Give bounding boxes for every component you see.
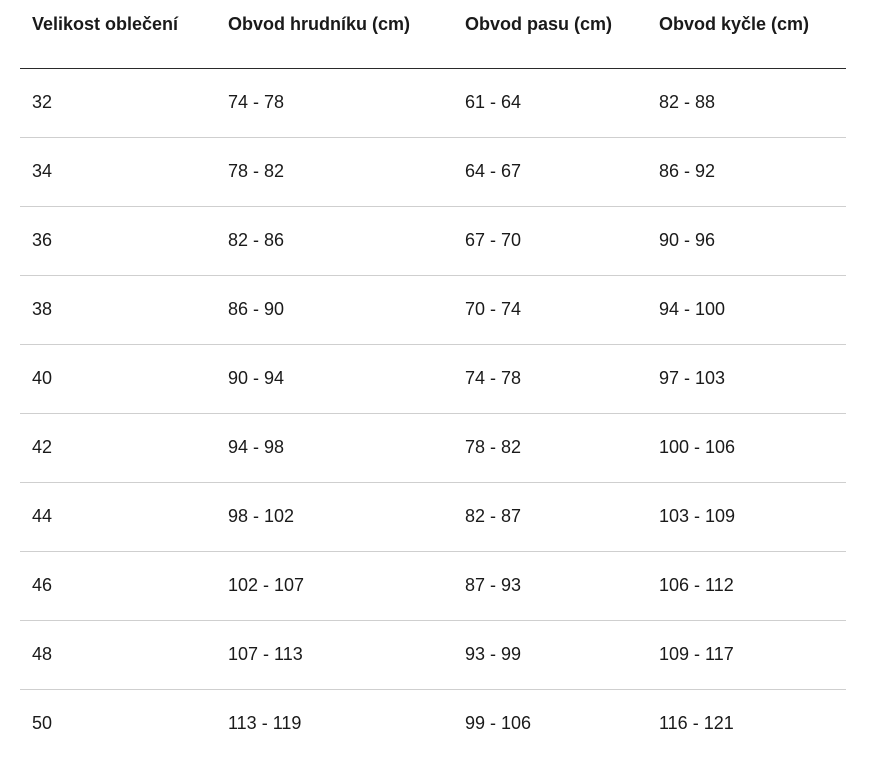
waist-cell: 74 - 78 (453, 344, 647, 414)
table-row: 40 90 - 94 74 - 78 97 - 103 (20, 344, 846, 414)
header-row: Velikost oblečení Obvod hrudníku (cm) Ob… (20, 0, 846, 69)
hips-cell: 94 - 100 (647, 275, 846, 345)
waist-cell: 67 - 70 (453, 206, 647, 276)
table-row: 48 107 - 113 93 - 99 109 - 117 (20, 620, 846, 690)
waist-cell: 82 - 87 (453, 482, 647, 552)
table-row: 44 98 - 102 82 - 87 103 - 109 (20, 482, 846, 552)
table-row: 34 78 - 82 64 - 67 86 - 92 (20, 137, 846, 207)
size-cell: 50 (32, 713, 53, 734)
size-cell: 42 (20, 413, 216, 483)
size-chart: Velikost oblečení Obvod hrudníku (cm) Ob… (20, 0, 846, 758)
header-clothing-size: Velikost oblečení (20, 0, 216, 69)
hips-cell: 100 - 106 (647, 413, 846, 483)
chest-cell: 98 - 102 (216, 482, 453, 552)
table-row: 38 86 - 90 70 - 74 94 - 100 (20, 275, 846, 345)
chest-cell: 78 - 82 (216, 137, 453, 207)
header-waist: Obvod pasu (cm) (453, 0, 647, 69)
chest-cell: 94 - 98 (216, 413, 453, 483)
waist-cell: 70 - 74 (453, 275, 647, 345)
chest-cell: 102 - 107 (216, 551, 453, 621)
size-table: Velikost oblečení Obvod hrudníku (cm) Ob… (20, 0, 846, 758)
hips-cell: 97 - 103 (647, 344, 846, 414)
waist-cell: 78 - 82 (453, 413, 647, 483)
chest-cell: 90 - 94 (216, 344, 453, 414)
waist-cell: 93 - 99 (453, 620, 647, 690)
hips-cell: 109 - 117 (647, 620, 846, 690)
size-cell: 36 (20, 206, 216, 276)
chest-cell: 107 - 113 (216, 620, 453, 690)
chest-cell: 74 - 78 (216, 68, 453, 138)
waist-cell: 99 - 106 (465, 713, 532, 734)
chest-cell: 86 - 90 (216, 275, 453, 345)
table-row: 46 102 - 107 87 - 93 106 - 112 (20, 551, 846, 621)
table-body: 32 74 - 78 61 - 64 82 - 88 34 78 - 82 64… (20, 68, 846, 758)
table-header: Velikost oblečení Obvod hrudníku (cm) Ob… (20, 0, 846, 69)
hips-cell: 82 - 88 (647, 68, 846, 138)
size-cell: 38 (20, 275, 216, 345)
size-cell: 34 (20, 137, 216, 207)
header-hips: Obvod kyčle (cm) (647, 0, 846, 69)
hips-cell: 116 - 121 (659, 713, 734, 734)
table-row: 36 82 - 86 67 - 70 90 - 96 (20, 206, 846, 276)
hips-cell: 103 - 109 (647, 482, 846, 552)
waist-cell: 87 - 93 (453, 551, 647, 621)
chest-cell: 82 - 86 (216, 206, 453, 276)
hips-cell: 90 - 96 (647, 206, 846, 276)
size-cell: 32 (20, 68, 216, 138)
hips-cell: 106 - 112 (647, 551, 846, 621)
hips-cell: 86 - 92 (647, 137, 846, 207)
table-row: 42 94 - 98 78 - 82 100 - 106 (20, 413, 846, 483)
header-chest: Obvod hrudníku (cm) (216, 0, 453, 69)
table-row: 50 113 - 119 99 - 106 116 - 121 (20, 689, 846, 758)
chest-cell: 113 - 119 (228, 713, 302, 734)
waist-cell: 61 - 64 (453, 68, 647, 138)
size-cell: 48 (20, 620, 216, 690)
size-cell: 46 (20, 551, 216, 621)
size-cell: 44 (20, 482, 216, 552)
table-row: 32 74 - 78 61 - 64 82 - 88 (20, 68, 846, 138)
waist-cell: 64 - 67 (453, 137, 647, 207)
size-cell: 40 (20, 344, 216, 414)
